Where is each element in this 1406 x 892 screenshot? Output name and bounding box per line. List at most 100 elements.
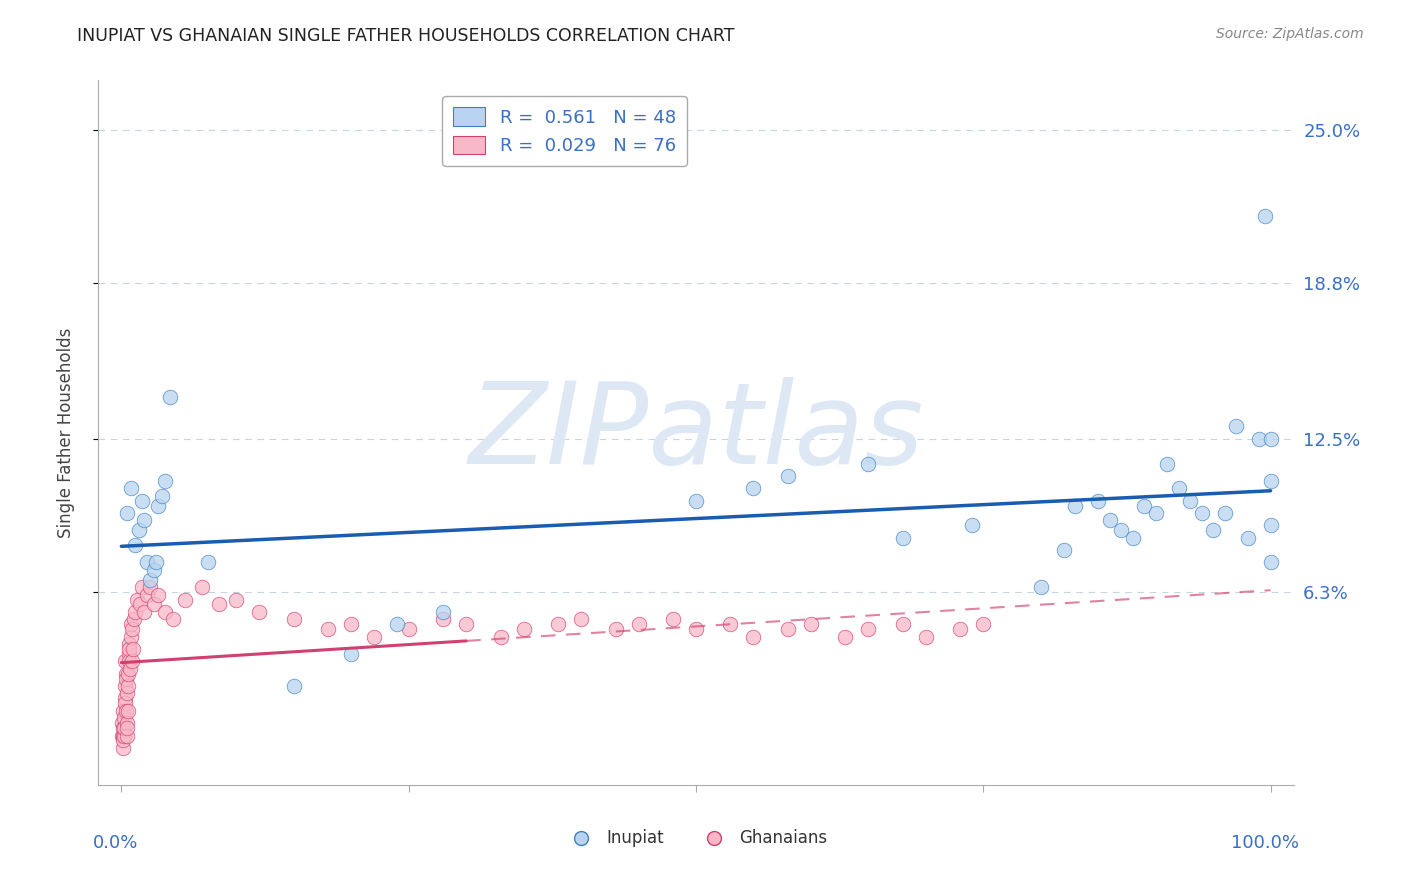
Point (139, 580, 162, 594)
Point (115, 506, 138, 520)
Point (972, 617, 994, 632)
Point (112, 721, 135, 735)
Point (134, 513, 156, 527)
Point (1202, 523, 1225, 537)
Legend: Inupiat, Ghanaians: Inupiat, Ghanaians (558, 822, 834, 855)
Point (398, 622, 420, 636)
Point (283, 679, 305, 693)
Point (1098, 513, 1121, 527)
Point (1087, 493, 1109, 508)
Point (115, 716, 138, 731)
Point (117, 721, 139, 735)
Point (1213, 506, 1236, 520)
Point (115, 686, 138, 700)
Point (363, 630, 385, 644)
Point (115, 729, 138, 743)
Text: 100.0%: 100.0% (1232, 834, 1299, 852)
Point (547, 617, 569, 632)
Point (114, 654, 136, 668)
Point (134, 605, 156, 619)
Point (742, 630, 765, 644)
Point (742, 481, 765, 495)
Point (627, 617, 650, 632)
Text: INUPIAT VS GHANAIAN SINGLE FATHER HOUSEHOLDS CORRELATION CHART: INUPIAT VS GHANAIAN SINGLE FATHER HOUSEH… (77, 27, 735, 45)
Point (117, 704, 139, 718)
Point (1109, 523, 1132, 537)
Point (112, 729, 135, 743)
Point (114, 679, 136, 693)
Point (512, 622, 534, 636)
Point (114, 666, 136, 681)
Text: Source: ZipAtlas.com: Source: ZipAtlas.com (1216, 27, 1364, 41)
Point (685, 493, 707, 508)
Point (117, 647, 139, 661)
Point (1064, 499, 1087, 513)
Point (124, 538, 146, 552)
Point (121, 622, 143, 636)
Point (191, 580, 214, 594)
Point (124, 605, 146, 619)
Point (120, 481, 142, 495)
Point (111, 729, 134, 743)
Point (148, 588, 170, 602)
Point (1260, 518, 1282, 533)
Point (118, 654, 141, 668)
Point (159, 390, 181, 404)
Point (432, 605, 454, 619)
Point (247, 605, 270, 619)
Point (150, 489, 173, 503)
Point (720, 617, 742, 632)
Text: 0.0%: 0.0% (93, 834, 138, 852)
Point (127, 592, 149, 607)
Point (131, 493, 153, 508)
Point (162, 612, 184, 626)
Point (112, 711, 135, 725)
Point (489, 630, 512, 644)
Point (148, 499, 170, 513)
Point (118, 637, 141, 651)
Point (115, 672, 138, 686)
Point (118, 642, 141, 657)
Point (569, 612, 592, 626)
Point (1191, 506, 1213, 520)
Point (197, 556, 219, 570)
Point (128, 523, 150, 537)
Point (960, 518, 983, 533)
Point (111, 716, 134, 731)
Point (117, 679, 139, 693)
Point (1167, 481, 1189, 495)
Point (120, 617, 142, 632)
Point (1247, 432, 1270, 446)
Point (208, 598, 231, 612)
Point (114, 691, 136, 706)
Point (1236, 531, 1258, 545)
Point (139, 573, 162, 587)
Point (891, 531, 914, 545)
Point (858, 622, 880, 636)
Point (1133, 499, 1156, 513)
Point (112, 721, 135, 735)
Point (385, 617, 409, 632)
Point (173, 592, 195, 607)
Point (1029, 580, 1052, 594)
Point (776, 622, 799, 636)
Point (114, 697, 136, 711)
Point (283, 612, 305, 626)
Point (1122, 531, 1144, 545)
Point (128, 598, 150, 612)
Point (340, 647, 363, 661)
Point (117, 666, 139, 681)
Point (122, 642, 145, 657)
Text: ZIPatlas: ZIPatlas (468, 377, 924, 488)
Point (135, 588, 157, 602)
Point (949, 622, 972, 636)
Point (1260, 432, 1282, 446)
Point (914, 630, 936, 644)
Point (111, 740, 134, 755)
Point (1144, 506, 1167, 520)
Point (1260, 556, 1282, 570)
Point (1053, 543, 1076, 558)
Point (145, 556, 167, 570)
Point (120, 630, 142, 644)
Point (340, 617, 363, 632)
